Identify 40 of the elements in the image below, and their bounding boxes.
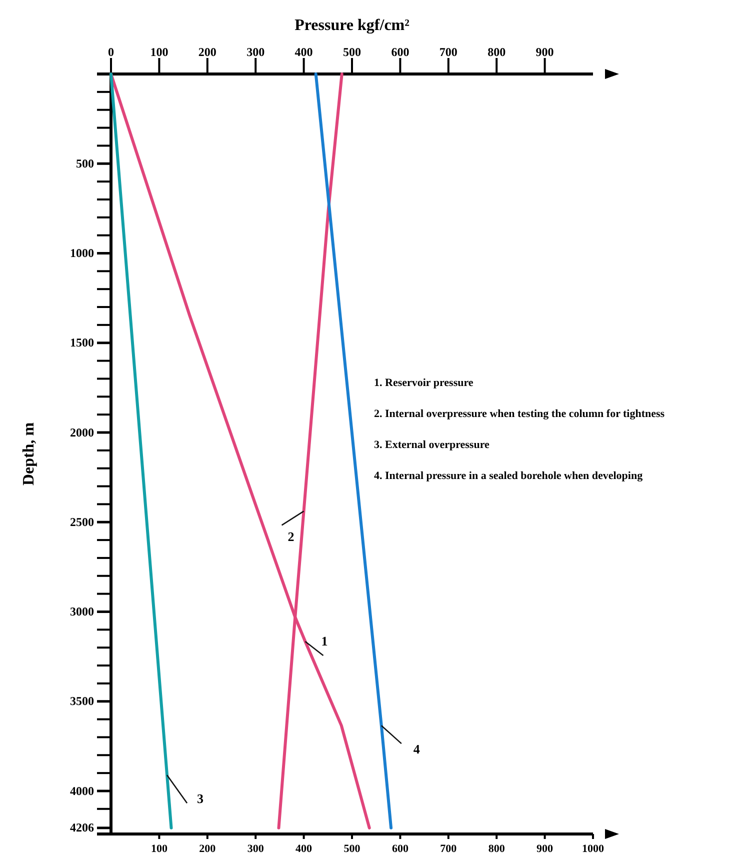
x-tick-label: 300 — [247, 843, 264, 855]
text: 4 — [413, 742, 420, 757]
series-label: 2 — [288, 529, 294, 544]
y-tick-label: 1500 — [70, 336, 94, 350]
x-tick-label: 900 — [536, 843, 554, 855]
x-tick-label: 500 — [344, 843, 361, 855]
annotation: 1. Reservoir pressure — [374, 377, 474, 389]
y-tick-label: 4206 — [70, 820, 94, 835]
annotation: 4. Internal pressure in a sealed borehole when developing — [374, 470, 644, 482]
y-tick-label: 4000 — [70, 784, 94, 798]
line-series — [110, 72, 371, 830]
x2-tick-label: 300 — [246, 45, 265, 59]
y-tick-label: 2000 — [70, 425, 94, 440]
y-tick-label: 2500 — [70, 514, 94, 529]
x2-tick-label: 200 — [198, 45, 216, 59]
x-tick-label: 800 — [488, 843, 506, 855]
y-tick-label: 500 — [76, 156, 94, 170]
x2-tick-label: 500 — [343, 45, 361, 59]
y-tick-label: 3000 — [70, 604, 94, 619]
y-tick-label: 3500 — [70, 694, 94, 708]
x-tick-label: 600 — [392, 843, 409, 855]
x2-tick-label: 800 — [488, 45, 506, 59]
x-tick-label: 700 — [440, 843, 458, 855]
x2-tick-label: 400 — [294, 45, 313, 59]
x2-tick-label: 600 — [391, 45, 410, 59]
y-tick-label: 1000 — [70, 246, 94, 260]
annotation: 3. External overpressure — [374, 439, 490, 451]
x-tick-label: 400 — [296, 843, 313, 855]
text: 3 — [197, 791, 204, 806]
y-axis-title: Depth, m — [20, 422, 38, 486]
x2-tick-label: 900 — [536, 45, 554, 59]
annotation: 2. Internal overpressure when testing the column for tightness — [374, 408, 666, 420]
x-tick-label: 100 — [150, 843, 168, 855]
x2-tick-label: 0 — [108, 45, 114, 59]
x2-axis-title: Pressure kgf/cm² — [294, 17, 410, 34]
x-tick-label: 200 — [199, 843, 216, 855]
x2-tick-label: 100 — [150, 45, 168, 59]
x-tick-label: 1000 — [582, 843, 604, 855]
series-label: 1 — [321, 633, 328, 648]
x2-tick-label: 700 — [439, 45, 458, 59]
